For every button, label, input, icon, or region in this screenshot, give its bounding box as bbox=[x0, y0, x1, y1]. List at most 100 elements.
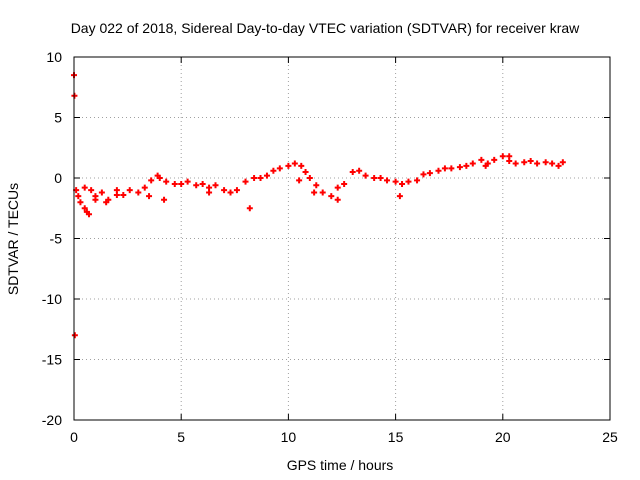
grid-lines bbox=[74, 57, 610, 420]
data-point bbox=[233, 187, 240, 194]
data-point bbox=[319, 189, 326, 196]
data-point bbox=[257, 175, 264, 181]
data-point bbox=[362, 172, 369, 179]
x-tick-label: 25 bbox=[602, 429, 618, 445]
data-point bbox=[506, 153, 513, 160]
y-tick-label: 0 bbox=[54, 170, 62, 186]
data-point bbox=[463, 162, 470, 169]
data-point bbox=[246, 205, 253, 212]
data-point bbox=[448, 165, 455, 172]
data-point bbox=[88, 187, 95, 194]
data-point bbox=[156, 175, 163, 181]
data-point bbox=[77, 199, 84, 206]
x-tick-label: 5 bbox=[177, 429, 185, 445]
data-point bbox=[71, 332, 78, 339]
data-point bbox=[396, 193, 403, 200]
data-point bbox=[86, 211, 93, 218]
data-point bbox=[426, 170, 433, 177]
data-point bbox=[392, 178, 399, 185]
data-point bbox=[212, 182, 219, 189]
data-points bbox=[71, 72, 566, 339]
data-point bbox=[311, 189, 318, 196]
data-point bbox=[296, 177, 303, 184]
data-point bbox=[135, 189, 142, 196]
data-point bbox=[356, 167, 363, 174]
data-point bbox=[113, 191, 120, 198]
data-point bbox=[227, 189, 234, 196]
data-point bbox=[92, 196, 99, 203]
data-point bbox=[161, 196, 168, 203]
y-tick-label: -5 bbox=[50, 231, 63, 247]
data-point bbox=[405, 178, 412, 185]
data-point bbox=[313, 182, 320, 189]
data-point bbox=[341, 181, 348, 188]
data-point bbox=[221, 187, 228, 194]
data-point bbox=[270, 167, 277, 174]
data-point bbox=[527, 158, 534, 165]
data-point bbox=[482, 162, 489, 169]
data-point bbox=[377, 175, 384, 181]
data-point bbox=[193, 182, 200, 189]
data-point bbox=[555, 162, 562, 169]
y-tick-label: -20 bbox=[42, 412, 62, 428]
data-point bbox=[251, 175, 258, 181]
data-point bbox=[285, 162, 292, 169]
plot-frame bbox=[73, 56, 611, 421]
x-tick-label: 0 bbox=[70, 429, 78, 445]
data-point bbox=[98, 189, 105, 196]
data-point bbox=[178, 181, 185, 188]
data-point bbox=[334, 184, 341, 191]
data-point bbox=[469, 160, 476, 167]
data-point bbox=[549, 160, 556, 167]
data-point bbox=[263, 172, 270, 179]
data-point bbox=[328, 193, 335, 200]
data-point bbox=[435, 167, 442, 174]
data-point bbox=[81, 205, 88, 212]
data-point bbox=[276, 165, 283, 172]
data-point bbox=[542, 159, 549, 166]
data-point bbox=[75, 193, 82, 200]
data-point bbox=[349, 168, 356, 175]
data-point bbox=[456, 164, 463, 171]
chart-title: Day 022 of 2018, Sidereal Day-to-day VTE… bbox=[71, 20, 580, 36]
y-axis-label: SDTVAR / TECUs bbox=[5, 183, 21, 295]
data-point bbox=[206, 189, 213, 196]
series-sdtvar bbox=[71, 72, 566, 339]
data-point bbox=[146, 193, 153, 200]
data-point bbox=[242, 178, 249, 185]
data-point bbox=[384, 177, 391, 184]
data-point bbox=[399, 181, 406, 188]
data-point bbox=[441, 165, 448, 172]
data-point bbox=[126, 187, 133, 194]
y-tick-label: -15 bbox=[42, 352, 62, 368]
data-point bbox=[120, 191, 127, 198]
y-tick-label: -10 bbox=[42, 291, 62, 307]
data-point bbox=[478, 156, 485, 163]
x-axis-label: GPS time / hours bbox=[287, 457, 394, 473]
data-point bbox=[302, 168, 309, 175]
data-point bbox=[371, 175, 378, 181]
data-point bbox=[499, 153, 506, 160]
x-tick-label: 10 bbox=[281, 429, 297, 445]
data-point bbox=[171, 181, 178, 188]
x-tick-label: 15 bbox=[388, 429, 404, 445]
data-point bbox=[420, 171, 427, 178]
y-tick-label: 10 bbox=[46, 49, 62, 65]
data-point bbox=[334, 196, 341, 203]
data-point bbox=[148, 177, 155, 184]
data-point bbox=[163, 178, 170, 185]
data-point bbox=[141, 184, 148, 191]
data-point bbox=[291, 160, 298, 167]
data-point bbox=[199, 181, 206, 188]
tick-labels: 0 5 10 15 20 25 -20 -15 -10 -5 0 5 10 bbox=[42, 49, 618, 445]
data-point bbox=[521, 159, 528, 166]
data-point bbox=[414, 177, 421, 184]
data-point bbox=[534, 160, 541, 167]
data-point bbox=[184, 178, 191, 185]
x-tick-label: 20 bbox=[495, 429, 511, 445]
data-point bbox=[512, 160, 519, 167]
y-tick-label: 5 bbox=[54, 110, 62, 126]
data-point bbox=[491, 156, 498, 163]
